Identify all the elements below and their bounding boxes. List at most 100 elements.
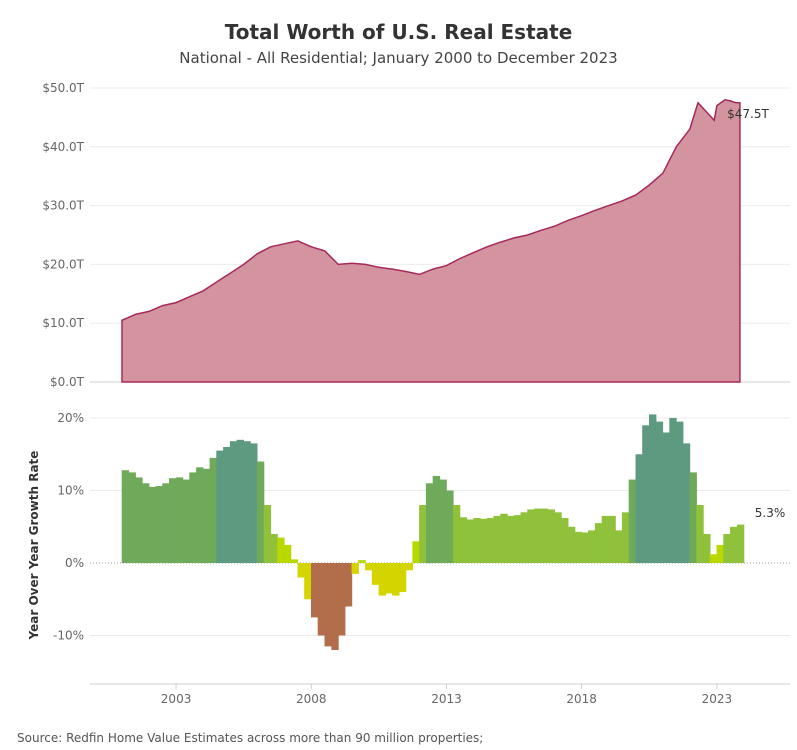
growth-bar bbox=[365, 563, 373, 571]
growth-bar bbox=[689, 472, 697, 563]
growth-bar bbox=[236, 439, 244, 564]
growth-bar bbox=[148, 486, 157, 563]
growth-bar bbox=[398, 563, 407, 592]
growth-bar bbox=[601, 515, 610, 563]
growth-bar bbox=[709, 554, 718, 563]
growth-bar bbox=[371, 563, 380, 585]
x-tick-label: 2008 bbox=[296, 692, 327, 706]
growth-bar bbox=[250, 443, 258, 563]
y-tick-label-bottom: -10% bbox=[53, 629, 84, 643]
y-tick-label-bottom: 10% bbox=[57, 484, 84, 498]
growth-bar bbox=[615, 530, 623, 563]
growth-bar bbox=[676, 421, 684, 563]
growth-bar bbox=[155, 486, 163, 563]
growth-bar bbox=[452, 505, 461, 563]
growth-bar bbox=[635, 454, 643, 564]
y-tick-label-bottom: 0% bbox=[65, 556, 84, 570]
x-tick-label: 2003 bbox=[161, 692, 192, 706]
growth-bar bbox=[507, 515, 515, 563]
growth-bar bbox=[175, 477, 184, 563]
growth-bar bbox=[493, 515, 501, 563]
x-tick-label: 2023 bbox=[702, 692, 733, 706]
growth-bar bbox=[128, 472, 136, 563]
annotation-latest-worth: $47.5T bbox=[727, 107, 769, 121]
y-tick-label-top: $0.0T bbox=[50, 375, 85, 389]
growth-bar bbox=[304, 563, 312, 600]
growth-bar bbox=[669, 418, 677, 563]
growth-bar bbox=[169, 478, 177, 563]
growth-bar bbox=[716, 544, 724, 563]
growth-bar bbox=[182, 479, 190, 563]
growth-bar bbox=[392, 563, 400, 596]
growth-bar bbox=[594, 523, 603, 563]
growth-bar bbox=[662, 432, 670, 563]
growth-bar bbox=[419, 505, 427, 563]
annotation-latest-growth: 5.3% bbox=[755, 506, 786, 520]
growth-bar bbox=[317, 563, 326, 636]
growth-bar bbox=[344, 563, 353, 607]
growth-bar bbox=[189, 472, 197, 563]
growth-bar bbox=[324, 563, 332, 647]
growth-bar bbox=[567, 526, 576, 564]
growth-bar bbox=[283, 544, 292, 563]
growth-bar bbox=[547, 509, 555, 563]
growth-bar bbox=[446, 490, 454, 563]
x-tick-label: 2018 bbox=[566, 692, 597, 706]
growth-bar bbox=[425, 483, 434, 564]
growth-bar bbox=[243, 441, 251, 563]
x-tick-label: 2013 bbox=[431, 692, 462, 706]
growth-bar bbox=[378, 563, 386, 596]
growth-bar bbox=[270, 534, 278, 563]
growth-bar bbox=[513, 515, 522, 563]
growth-bar bbox=[480, 518, 488, 563]
growth-bar bbox=[338, 563, 346, 636]
y-axis-title-bottom: Year Over Year Growth Rate bbox=[27, 451, 41, 641]
y-tick-label-bottom: 20% bbox=[57, 411, 84, 425]
growth-bar bbox=[703, 534, 711, 563]
growth-bar bbox=[527, 509, 535, 563]
y-tick-label-top: $50.0T bbox=[42, 81, 84, 95]
growth-bar bbox=[135, 477, 143, 563]
growth-bar bbox=[311, 563, 319, 618]
growth-bar bbox=[142, 483, 150, 564]
growth-bar bbox=[162, 483, 170, 564]
growth-bar bbox=[561, 518, 569, 563]
growth-bar bbox=[256, 461, 265, 563]
growth-bar bbox=[297, 563, 305, 578]
growth-bar bbox=[202, 468, 211, 564]
growth-bar bbox=[277, 537, 285, 563]
growth-bar bbox=[439, 479, 447, 563]
growth-bar bbox=[331, 563, 339, 650]
growth-bar bbox=[216, 450, 224, 563]
growth-bar bbox=[736, 524, 745, 563]
growth-bar bbox=[540, 508, 549, 563]
growth-bar bbox=[358, 560, 366, 563]
growth-bar bbox=[223, 447, 231, 563]
growth-bar bbox=[432, 476, 441, 563]
growth-bar bbox=[263, 505, 272, 563]
y-tick-label-top: $40.0T bbox=[42, 140, 84, 154]
growth-bar bbox=[534, 508, 542, 563]
growth-bar bbox=[290, 559, 299, 563]
growth-bar bbox=[655, 421, 664, 563]
growth-bar bbox=[628, 479, 637, 563]
source-note: Source: Redfin Home Value Estimates acro… bbox=[17, 731, 484, 745]
growth-bar bbox=[405, 563, 413, 571]
chart-subtitle: National - All Residential; January 2000… bbox=[179, 49, 618, 67]
y-tick-label-top: $30.0T bbox=[42, 199, 84, 213]
y-tick-label-top: $20.0T bbox=[42, 257, 84, 271]
growth-bar bbox=[351, 563, 359, 574]
growth-bar bbox=[500, 513, 508, 563]
growth-bar bbox=[385, 563, 393, 594]
growth-bar bbox=[621, 512, 630, 564]
y-tick-label-top: $10.0T bbox=[42, 316, 84, 330]
growth-bar bbox=[412, 541, 420, 564]
growth-bar bbox=[608, 515, 616, 563]
growth-bar bbox=[574, 531, 582, 563]
growth-bar bbox=[730, 526, 738, 564]
growth-bar bbox=[554, 512, 562, 564]
growth-bar bbox=[520, 512, 528, 564]
growth-bar bbox=[121, 470, 130, 563]
growth-bar bbox=[459, 517, 468, 563]
